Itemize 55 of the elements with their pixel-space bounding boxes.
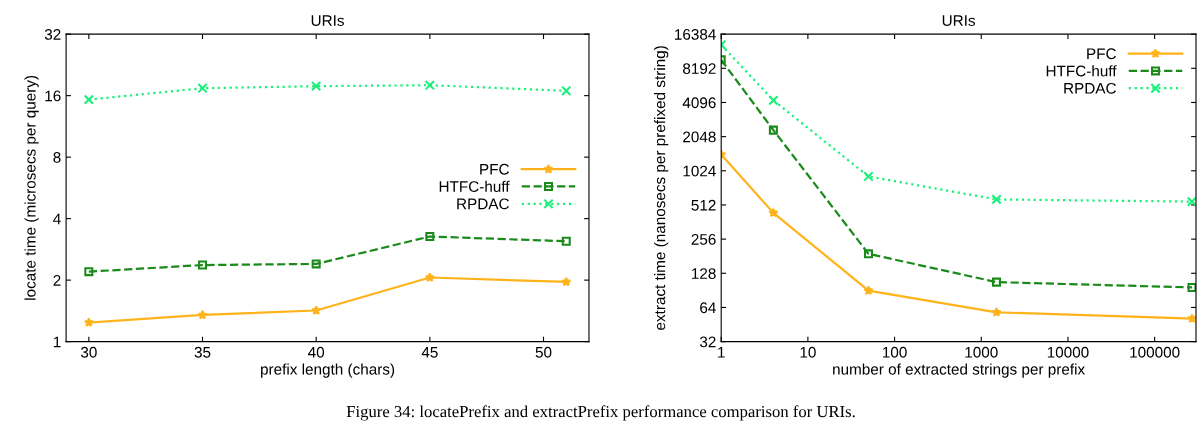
y-axis-title: extract time (nanosecs per prefixed string): [654, 46, 669, 330]
x-tick-label: 1000: [965, 346, 998, 358]
point: [84, 267, 94, 277]
y-tick-label: 256: [691, 233, 716, 245]
chart-title: URIs: [942, 15, 976, 26]
y-tick-label: 32: [44, 29, 61, 40]
point: [561, 236, 571, 246]
x-tick-label: 100000: [1130, 346, 1180, 358]
x-tick-label: 35: [194, 346, 211, 358]
legend-label: PFC: [480, 163, 509, 175]
point: [83, 94, 95, 105]
caption: Figure 34: locatePrefix and extractPrefix performance comparison for URIs.: [346, 405, 855, 421]
y-tick-label: 4: [53, 213, 61, 225]
y-tick-label: 1: [53, 336, 61, 348]
x-axis-title: number of extracted strings per prefix: [833, 363, 1085, 378]
point: [198, 260, 208, 270]
point: [197, 309, 208, 320]
point: [424, 272, 435, 282]
point: [197, 83, 208, 94]
point: [561, 276, 572, 287]
legend-label: RPDAC: [457, 198, 509, 210]
y-axis-title: locate time (microsecs per query): [24, 75, 39, 300]
point: [311, 259, 321, 269]
legend-label: RPDAC: [1064, 82, 1116, 94]
x-tick-label: 45: [421, 347, 438, 358]
y-tick-label: 512: [691, 199, 716, 211]
y-tick-label: 8192: [683, 63, 716, 75]
x-tick-label: 40: [308, 346, 325, 358]
point: [310, 80, 322, 92]
point: [311, 305, 322, 315]
point: [425, 231, 435, 242]
legend-label: PFC: [1087, 48, 1116, 60]
x-tick-label: 50: [535, 346, 552, 358]
y-tick-label: 8: [53, 152, 61, 163]
y-tick-label: 64: [700, 302, 716, 314]
point: [424, 79, 436, 91]
x-tick-label: 10: [800, 346, 816, 358]
x-tick-label: 30: [80, 346, 97, 358]
x-tick-label: 100: [882, 346, 907, 358]
y-tick-label: 1024: [683, 165, 716, 177]
y-tick-label: 16: [45, 90, 61, 102]
point: [83, 317, 94, 327]
x-tick-label: 1: [718, 347, 725, 358]
x-tick-label: 10000: [1047, 346, 1089, 358]
x-axis-title: prefix length (chars): [261, 363, 395, 378]
y-tick-label: 2048: [683, 131, 716, 143]
y-tick-label: 128: [692, 268, 716, 279]
point: [561, 85, 572, 96]
legend-label: HTFC-huff: [439, 180, 510, 192]
chart-title: URIs: [311, 15, 344, 26]
y-tick-label: 4096: [682, 97, 716, 109]
legend-label: HTFC-huff: [1046, 65, 1117, 77]
y-tick-label: 16384: [675, 29, 716, 40]
y-tick-label: 32: [699, 336, 716, 348]
y-tick-label: 2: [53, 274, 61, 286]
